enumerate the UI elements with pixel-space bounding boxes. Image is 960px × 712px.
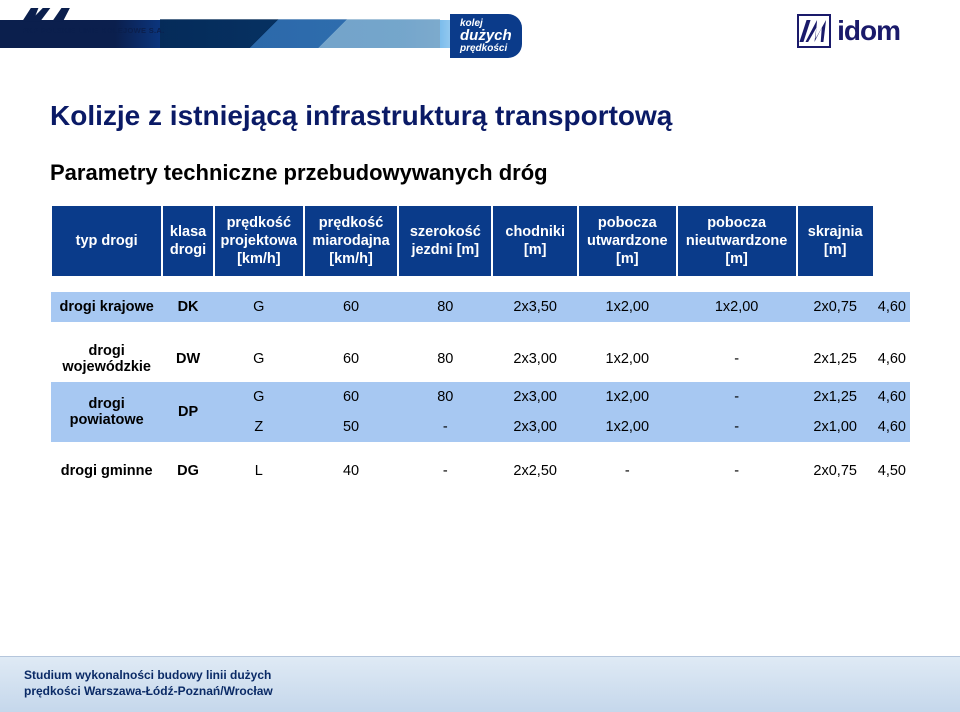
row-code: DK bbox=[162, 292, 213, 322]
cell: 1x2,00 bbox=[578, 412, 677, 442]
cell: - bbox=[677, 412, 797, 442]
col-vproj: prędkość projektowa [km/h] bbox=[214, 205, 304, 277]
cell: 2x3,00 bbox=[492, 382, 578, 412]
table-row: drogi wojewódzkie DW G 60 80 2x3,00 1x2,… bbox=[51, 336, 910, 382]
table-row: drogi powiatowe DP G 60 80 2x3,00 1x2,00… bbox=[51, 382, 910, 412]
cell: 40 bbox=[304, 456, 398, 486]
cell: G bbox=[214, 292, 304, 322]
row-label: drogi powiatowe bbox=[51, 382, 162, 442]
cell: 2x2,50 bbox=[492, 456, 578, 486]
idom-text: idom bbox=[837, 15, 900, 47]
row-label: drogi wojewódzkie bbox=[51, 336, 162, 382]
cell: 60 bbox=[304, 336, 398, 382]
cell: 1x2,00 bbox=[578, 292, 677, 322]
table-header: typ drogiklasa drogi prędkość projektowa… bbox=[51, 205, 910, 277]
cell: 80 bbox=[398, 336, 492, 382]
col-pobnutw: pobocza nieutwardzone [m] bbox=[677, 205, 797, 277]
col-jezdni: szerokość jezdni [m] bbox=[398, 205, 492, 277]
idom-logo: idom bbox=[797, 14, 900, 48]
cell: 2x1,25 bbox=[797, 336, 874, 382]
cell: 60 bbox=[304, 292, 398, 322]
table-row: drogi gminne DG L 40 - 2x2,50 - - 2x0,75… bbox=[51, 456, 910, 486]
pkp-logo-text: PKP POLSKIE LINIE KOLEJOWE S.A. bbox=[22, 26, 165, 35]
row-code: DG bbox=[162, 456, 213, 486]
cell: - bbox=[398, 412, 492, 442]
cell: 60 bbox=[304, 382, 398, 412]
cell: - bbox=[578, 456, 677, 486]
cell: 2x3,50 bbox=[492, 292, 578, 322]
cell: - bbox=[677, 382, 797, 412]
idom-mark-icon bbox=[797, 14, 831, 48]
col-pobutw: pobocza utwardzone [m] bbox=[578, 205, 677, 277]
cell: 1x2,00 bbox=[578, 336, 677, 382]
pkp-wing-icon bbox=[52, 8, 76, 22]
col-typ: typ drogi bbox=[51, 205, 162, 277]
row-code: DW bbox=[162, 336, 213, 382]
cell: 1x2,00 bbox=[578, 382, 677, 412]
page-subtitle: Parametry techniczne przebudowywanych dr… bbox=[50, 160, 910, 186]
col-skraj: skrajnia [m] bbox=[797, 205, 874, 277]
cell: - bbox=[677, 456, 797, 486]
cell: - bbox=[677, 336, 797, 382]
footer-line1: Studium wykonalności budowy linii dużych bbox=[24, 667, 960, 683]
cell: 4,60 bbox=[874, 412, 910, 442]
col-klasa: klasa drogi bbox=[162, 205, 213, 277]
kdp-line3: prędkości bbox=[460, 43, 512, 54]
parameters-table: typ drogiklasa drogi prędkość projektowa… bbox=[50, 204, 910, 486]
footer-line2: prędkości Warszawa-Łódź-Poznań/Wrocław bbox=[24, 683, 960, 699]
cell: 50 bbox=[304, 412, 398, 442]
cell: 2x3,00 bbox=[492, 412, 578, 442]
col-chodnik: chodniki [m] bbox=[492, 205, 578, 277]
header-bar: PKP POLSKIE LINIE KOLEJOWE S.A. kolej du… bbox=[0, 0, 960, 64]
kdp-line2: dużych bbox=[460, 29, 512, 43]
cell: L bbox=[214, 456, 304, 486]
pkp-logo: PKP POLSKIE LINIE KOLEJOWE S.A. bbox=[22, 6, 165, 35]
slide-content: Kolizje z istniejącą infrastrukturą tran… bbox=[0, 64, 960, 486]
cell: G bbox=[214, 382, 304, 412]
kdp-logo: kolej dużych prędkości bbox=[450, 14, 522, 58]
cell: 2x1,25 bbox=[797, 382, 874, 412]
row-label: drogi gminne bbox=[51, 456, 162, 486]
cell: Z bbox=[214, 412, 304, 442]
cell: 80 bbox=[398, 382, 492, 412]
row-label: drogi krajowe bbox=[51, 292, 162, 322]
pkp-wing-icon bbox=[22, 8, 52, 22]
row-code: DP bbox=[162, 382, 213, 442]
page-title: Kolizje z istniejącą infrastrukturą tran… bbox=[50, 100, 910, 132]
cell: 1x2,00 bbox=[677, 292, 797, 322]
cell: 80 bbox=[398, 292, 492, 322]
cell: 2x3,00 bbox=[492, 336, 578, 382]
col-vmiar: prędkość miarodajna [km/h] bbox=[304, 205, 398, 277]
cell: 4,60 bbox=[874, 292, 910, 322]
table-row: drogi krajowe DK G 60 80 2x3,50 1x2,00 1… bbox=[51, 292, 910, 322]
cell: 4,50 bbox=[874, 456, 910, 486]
cell: 4,60 bbox=[874, 336, 910, 382]
cell: G bbox=[214, 336, 304, 382]
cell: 2x0,75 bbox=[797, 456, 874, 486]
cell: 4,60 bbox=[874, 382, 910, 412]
cell: - bbox=[398, 456, 492, 486]
header-photo bbox=[160, 0, 440, 64]
cell: 2x1,00 bbox=[797, 412, 874, 442]
cell: 2x0,75 bbox=[797, 292, 874, 322]
footer: Studium wykonalności budowy linii dużych… bbox=[0, 656, 960, 712]
